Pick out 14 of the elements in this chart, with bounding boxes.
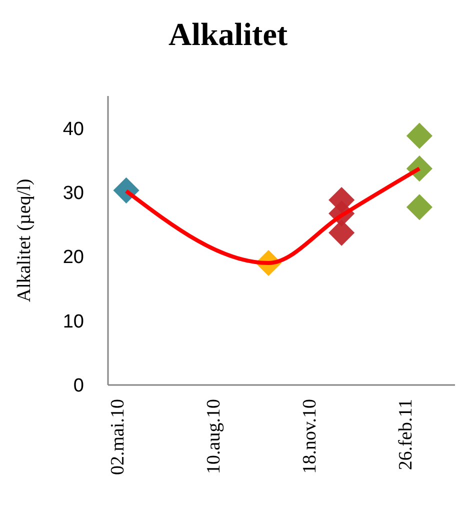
y-tick-label: 20: [62, 247, 84, 268]
point: [406, 122, 432, 149]
chart-title: Alkalitet: [168, 16, 288, 52]
y-tick-label: 30: [62, 182, 84, 204]
y-tick-label: 10: [62, 311, 84, 332]
point: [328, 220, 355, 246]
x-tick-label: 02.mai.10: [107, 399, 128, 475]
y-axis-title: Alkalitet (µeq/l): [14, 178, 35, 302]
x-tick-label: 10.aug.10: [203, 399, 224, 474]
x-tick-label: 26.feb.11: [396, 399, 417, 470]
point: [406, 194, 432, 220]
x-tick-label: 18.nov.10: [300, 399, 321, 474]
y-tick-label: 40: [62, 118, 84, 140]
y-tick-label: 0: [73, 376, 84, 397]
